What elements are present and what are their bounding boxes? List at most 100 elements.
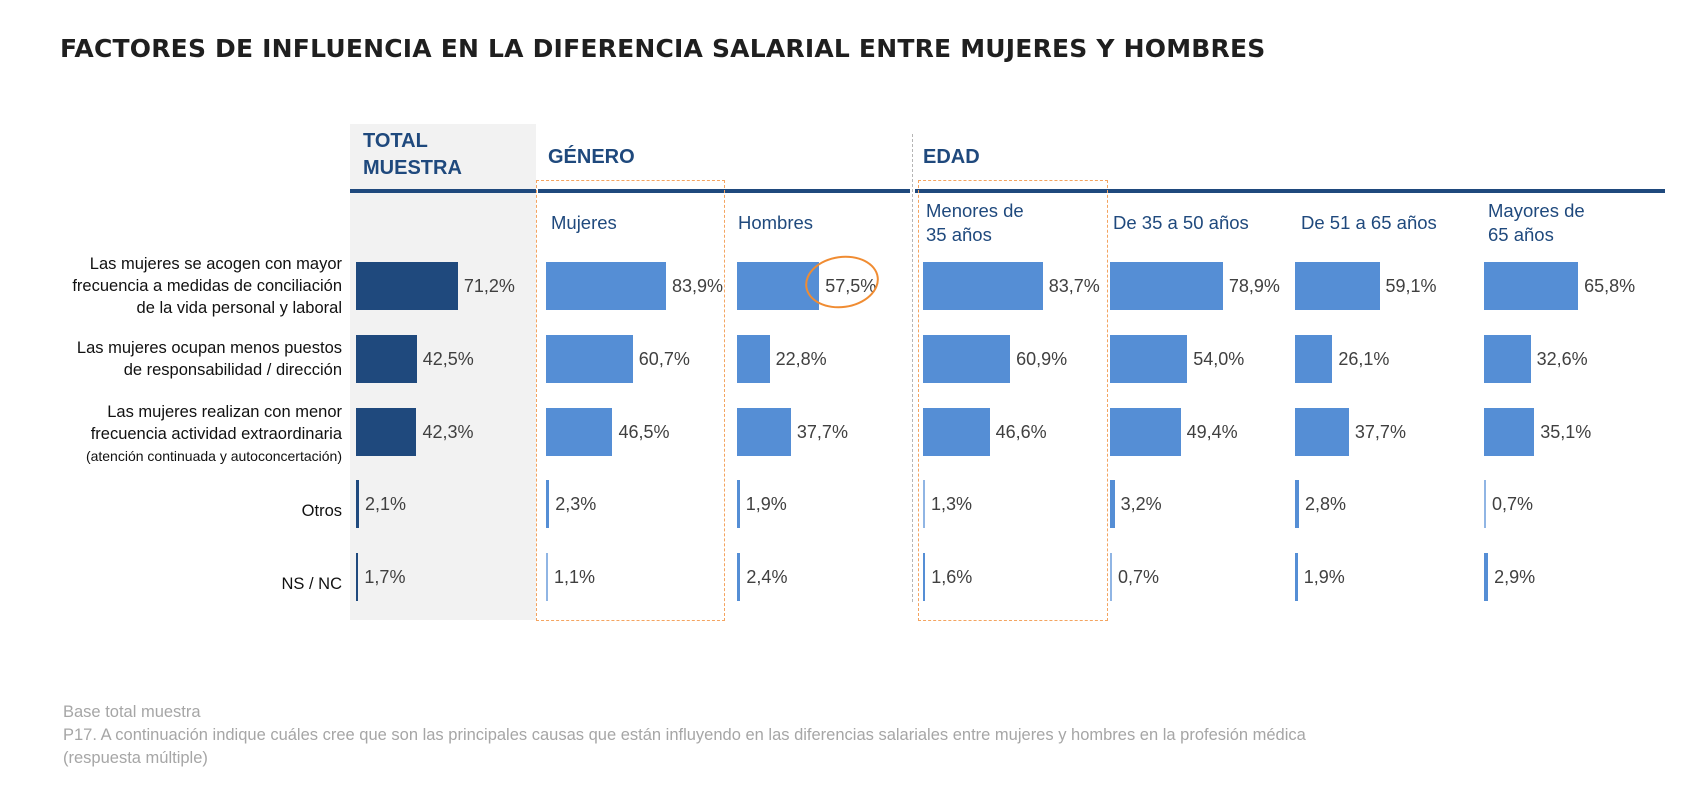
highlight-box-menores-35	[918, 180, 1108, 621]
value-label-4-3: 3,2%	[1120, 494, 1162, 514]
value-label-5-0: 59,1%	[1385, 276, 1437, 296]
bar-2-0	[737, 262, 820, 310]
value-label-4-2: 49,4%	[1186, 422, 1238, 442]
value-label-5-4: 1,9%	[1303, 567, 1345, 587]
bar-0-3	[356, 480, 359, 528]
value-label-1-3: 2,3%	[555, 494, 597, 514]
bar-4-2	[1110, 408, 1181, 456]
row-label-line: Otros	[301, 502, 342, 520]
bar-5-3	[1295, 480, 1299, 528]
bar-1-4	[546, 553, 548, 601]
row-label-2: Las mujeres realizan con menor frecuencia…	[86, 401, 342, 467]
value-label-5-3: 2,8%	[1305, 494, 1347, 514]
column-header-5: De 51 a 65 años	[1301, 212, 1437, 233]
value-label-4-0: 78,9%	[1228, 276, 1280, 296]
bar-4-3	[1110, 480, 1115, 528]
value-label-0-1: 42,5%	[422, 349, 474, 369]
footer-response-type: (respuesta múltiple)	[63, 749, 208, 767]
row-label-line: Las mujeres se acogen con mayor	[89, 255, 342, 273]
row-label-line: de responsabilidad / dirección	[123, 361, 342, 379]
bar-0-2	[356, 408, 417, 456]
row-label-4: NS / NC	[281, 573, 342, 595]
column-header-2: Hombres	[738, 212, 814, 233]
value-label-2-0: 57,5%	[825, 276, 877, 296]
row-label-line: Las mujeres realizan con menor	[107, 402, 342, 421]
bar-2-2	[737, 408, 791, 456]
row-label-line: de la vida personal y laboral	[136, 299, 342, 317]
group-header-edad: EDAD	[923, 146, 980, 168]
value-label-6-0: 65,8%	[1584, 276, 1636, 296]
bar-6-4	[1484, 553, 1489, 601]
column-header-4: De 35 a 50 años	[1113, 212, 1249, 233]
group-divider	[912, 134, 913, 602]
value-label-2-3: 1,9%	[745, 494, 787, 514]
row-label-0: Las mujeres se acogen con mayor frecuenci…	[72, 253, 342, 319]
chart-title: FACTORES DE INFLUENCIA EN LA DIFERENCIA …	[60, 34, 1266, 63]
value-label-2-1: 22,8%	[775, 349, 827, 369]
bar-3-3	[923, 480, 925, 528]
value-label-3-2: 46,6%	[995, 422, 1047, 442]
value-label-0-3: 2,1%	[365, 494, 407, 514]
value-label-2-2: 37,7%	[796, 422, 848, 442]
bar-1-2	[546, 408, 613, 456]
bar-6-0	[1484, 262, 1579, 310]
bar-3-1	[923, 335, 1011, 383]
footer-question: P17. A continuación indique cuáles cree …	[63, 726, 1306, 744]
bar-0-4	[356, 553, 359, 601]
value-label-2-4: 2,4%	[746, 567, 788, 587]
value-label-1-0: 83,9%	[671, 276, 724, 296]
row-label-sublabel: (atención continuada y autoconcertación)	[85, 447, 342, 464]
column-header-6: Mayores de 65 años	[1488, 200, 1585, 245]
value-label-0-0: 71,2%	[463, 276, 515, 296]
footer-base: Base total muestra	[63, 703, 201, 721]
bar-3-0	[923, 262, 1043, 310]
value-label-3-0: 83,7%	[1048, 276, 1100, 296]
bar-5-2	[1295, 408, 1349, 456]
row-label-line: frecuencia a medidas de conciliación	[72, 277, 342, 295]
bar-6-2	[1484, 408, 1535, 456]
group-header-total: TOTAL MUESTRA	[363, 130, 462, 179]
value-label-1-1: 60,7%	[638, 349, 690, 369]
column-header-3: Menores de 35 años	[926, 200, 1024, 245]
bar-2-3	[737, 480, 740, 528]
value-label-6-2: 35,1%	[1540, 422, 1592, 442]
bar-4-0	[1110, 262, 1223, 310]
bar-1-1	[546, 335, 633, 383]
footer-note: Base total muestra P17. A continuación i…	[63, 701, 1306, 770]
value-label-4-1: 54,0%	[1193, 349, 1245, 369]
value-label-5-1: 26,1%	[1338, 349, 1390, 369]
value-label-6-3: 0,7%	[1492, 494, 1534, 514]
value-label-3-3: 1,3%	[931, 494, 973, 514]
value-label-1-2: 46,5%	[618, 422, 670, 442]
row-label-line: Las mujeres ocupan menos puestos	[76, 339, 342, 357]
row-label-1: Las mujeres ocupan menos puestos de respo…	[77, 337, 342, 381]
value-label-3-1: 60,9%	[1016, 349, 1068, 369]
bar-6-1	[1484, 335, 1531, 383]
bar-4-1	[1110, 335, 1188, 383]
bar-0-0	[356, 262, 458, 310]
bar-0-1	[356, 335, 417, 383]
value-label-5-2: 37,7%	[1354, 422, 1406, 442]
group-header-genero: GÉNERO	[548, 146, 635, 168]
highlight-box-mujeres	[536, 180, 725, 621]
row-label-line: NS / NC	[281, 575, 342, 593]
value-label-3-4: 1,6%	[931, 567, 973, 587]
bar-3-2	[923, 408, 990, 456]
row-label-line: frecuencia actividad extraordinaria	[90, 424, 342, 443]
value-label-1-4: 1,1%	[554, 567, 596, 587]
row-label-3: Otros	[302, 500, 342, 522]
total-header-rule	[350, 189, 536, 193]
value-label-6-1: 32,6%	[1536, 349, 1588, 369]
bar-1-0	[546, 262, 666, 310]
bar-5-4	[1295, 553, 1298, 601]
value-label-0-2: 42,3%	[422, 422, 474, 442]
bar-1-3	[546, 480, 550, 528]
bar-2-4	[737, 553, 741, 601]
bar-4-4	[1110, 553, 1112, 601]
bar-5-1	[1295, 335, 1333, 383]
bar-6-3	[1484, 480, 1486, 528]
value-label-0-4: 1,7%	[364, 567, 406, 587]
bar-2-1	[737, 335, 770, 383]
bar-3-4	[923, 553, 926, 601]
bar-5-0	[1295, 262, 1380, 310]
